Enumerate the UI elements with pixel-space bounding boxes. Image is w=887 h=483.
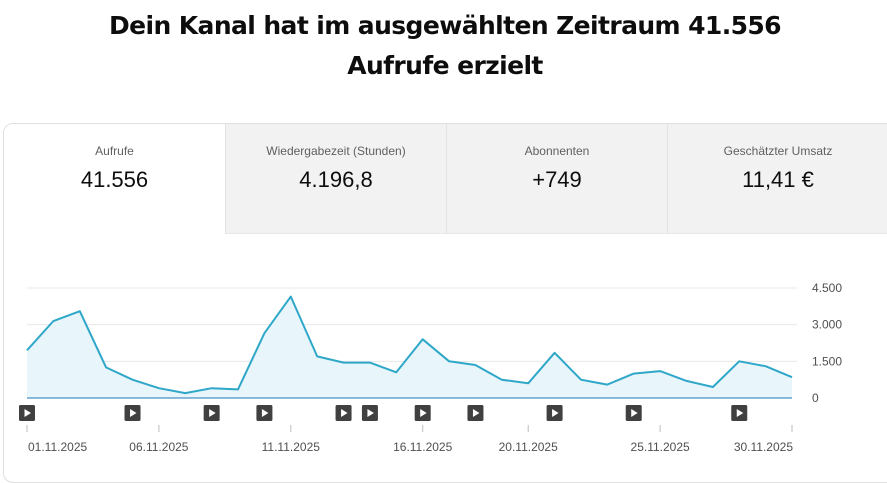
video-marker-play-icon[interactable] <box>731 405 748 421</box>
tab-views-label: Aufrufe <box>95 144 134 158</box>
y-tick-label: 1.500 <box>812 354 842 368</box>
x-tick-label: 06.11.2025 <box>129 440 188 454</box>
tab-subscribers-value: +749 <box>532 167 582 192</box>
x-tick-label: 16.11.2025 <box>393 440 452 454</box>
video-marker-play-icon[interactable] <box>335 405 352 421</box>
video-marker-play-icon[interactable] <box>203 405 220 421</box>
y-tick-label: 4.500 <box>812 281 842 295</box>
analytics-card: Aufrufe 41.556 Wiedergabezeit (Stunden) … <box>3 123 887 483</box>
y-tick-label: 0 <box>812 391 819 405</box>
video-marker-play-icon[interactable] <box>546 405 563 421</box>
tab-revenue[interactable]: Geschätzter Umsatz 11,41 € <box>667 124 887 234</box>
video-marker-play-icon[interactable] <box>414 405 431 421</box>
x-tick-label: 01.11.2025 <box>28 440 87 454</box>
tab-subscribers[interactable]: Abonnenten +749 <box>446 124 667 234</box>
views-chart: 4.500 3.000 1.500 0 01.11.2025 06.11.2025 11.… <box>19 281 842 454</box>
tab-revenue-value: 11,41 € <box>742 167 814 192</box>
x-tick-label: 20.11.2025 <box>499 440 558 454</box>
video-marker-play-icon[interactable] <box>124 405 141 421</box>
tab-views[interactable]: Aufrufe 41.556 <box>4 124 225 234</box>
video-marker-play-icon[interactable] <box>467 405 484 421</box>
y-axis-ticks: 4.500 3.000 1.500 0 <box>812 281 842 405</box>
y-tick-label: 3.000 <box>812 318 842 332</box>
chart-line-series <box>26 295 793 395</box>
video-marker-play-icon[interactable] <box>256 405 273 421</box>
tab-revenue-label: Geschätzter Umsatz <box>723 144 833 158</box>
x-axis-ticks: 01.11.2025 06.11.2025 11.11.2025 16.11.2025… <box>26 425 793 454</box>
tab-watch-time-label: Wiedergabezeit (Stunden) <box>266 144 406 158</box>
video-marker-play-icon[interactable] <box>625 405 642 421</box>
video-marker-play-icon[interactable] <box>361 405 378 421</box>
x-tick-label: 30.11.2025 <box>734 440 793 454</box>
x-tick-label: 25.11.2025 <box>631 440 690 454</box>
tab-subscribers-label: Abonnenten <box>524 144 590 158</box>
video-markers <box>19 405 748 421</box>
chart-grid <box>27 287 797 362</box>
tab-watch-time-value: 4.196,8 <box>299 167 373 192</box>
tab-watch-time[interactable]: Wiedergabezeit (Stunden) 4.196,8 <box>225 124 446 234</box>
tab-views-value: 41.556 <box>80 167 149 192</box>
x-tick-label: 11.11.2025 <box>262 440 321 454</box>
metric-tabs: Aufrufe 41.556 Wiedergabezeit (Stunden) … <box>4 124 887 234</box>
chart-area-fill <box>27 296 792 398</box>
video-marker-play-icon[interactable] <box>19 405 35 421</box>
page-title: Dein Kanal hat im ausgewählten Zeitraum … <box>109 11 782 80</box>
